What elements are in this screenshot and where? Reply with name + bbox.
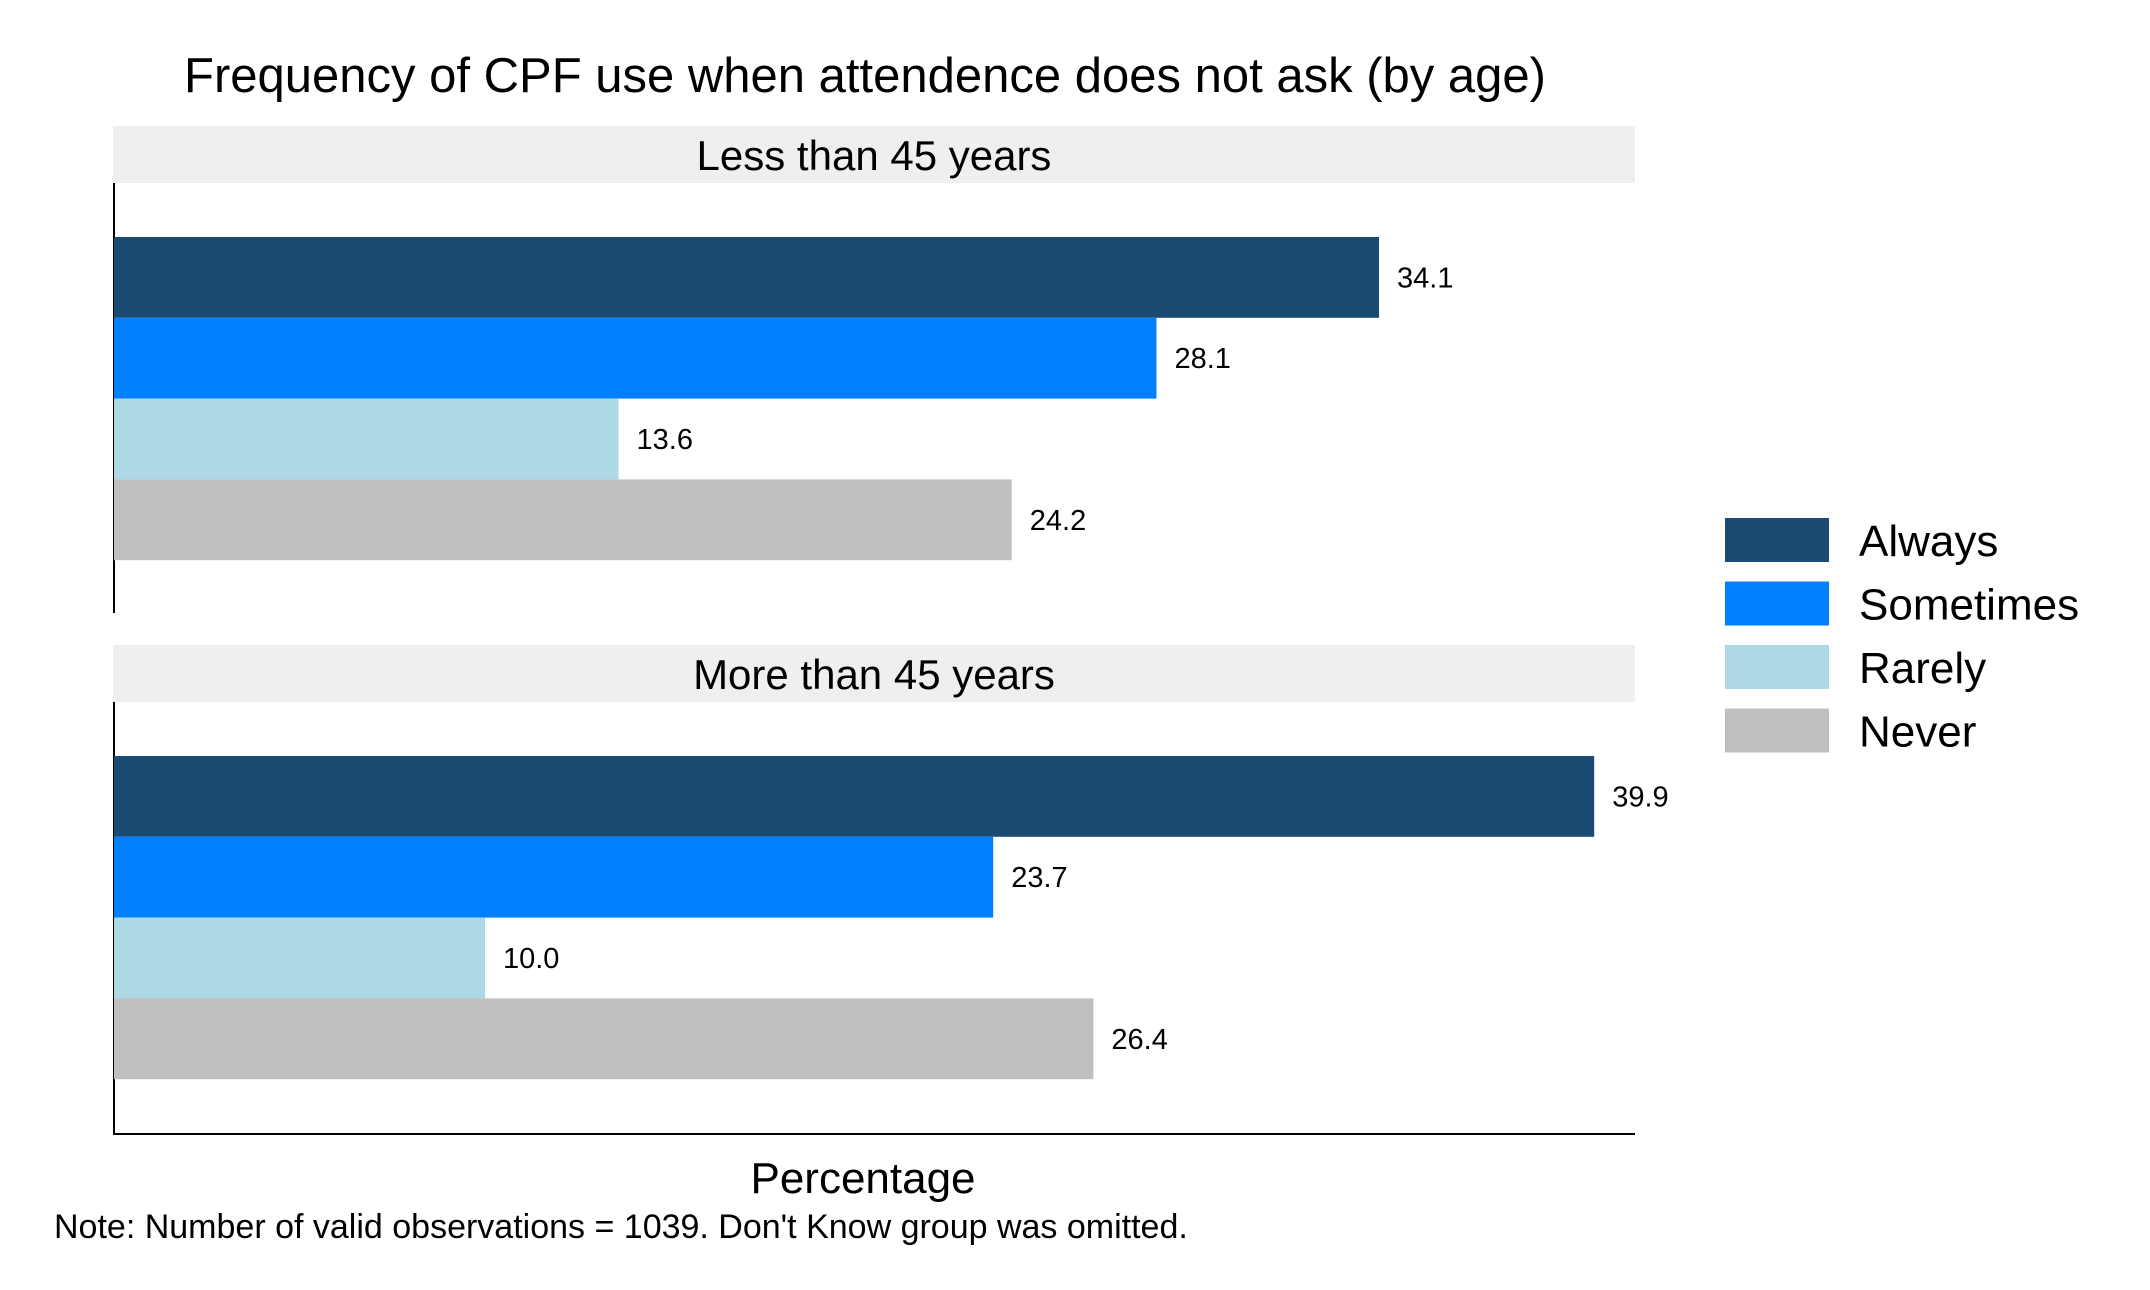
data-label-rarely-panel-1: 13.6 (637, 424, 693, 456)
panel-strip-under-45 (113, 126, 1635, 183)
data-label-always-panel-2: 39.9 (1612, 781, 1668, 813)
bar-sometimes-panel-1 (114, 317, 1157, 399)
bars-under-45: 34.1 28.1 13.6 24.2 (114, 237, 1453, 561)
data-label-sometimes-panel-2: 23.7 (1011, 862, 1067, 894)
legend-label-rarely: Rarely (1859, 644, 1986, 693)
bar-always-panel-1 (114, 237, 1380, 318)
panel-under-45: Less than 45 years 34.1 28.1 13.6 24.2 (113, 126, 1635, 613)
bar-sometimes-panel-2 (114, 836, 994, 918)
data-label-never-panel-1: 24.2 (1030, 505, 1086, 537)
bar-never-panel-2 (114, 998, 1094, 1080)
bar-never-panel-1 (114, 479, 1012, 561)
panel-strip-over-45 (113, 645, 1635, 702)
legend-swatch-rarely (1725, 645, 1829, 689)
legend-label-never: Never (1859, 708, 1976, 757)
legend-swatch-always (1725, 518, 1829, 562)
x-axis-title: Percentage (750, 1154, 975, 1203)
bar-rarely-panel-2 (114, 917, 485, 999)
panel-over-45: More than 45 years 39.9 23.7 10.0 26.4 (113, 645, 1669, 1135)
legend-swatch-never (1725, 708, 1829, 753)
data-label-always-panel-1: 34.1 (1397, 262, 1453, 294)
legend: Always Sometimes Rarely Never (1725, 517, 2079, 757)
legend-label-always: Always (1859, 517, 1998, 566)
data-label-rarely-panel-2: 10.0 (503, 943, 559, 975)
chart-title: Frequency of CPF use when attendence doe… (184, 49, 1546, 103)
bars-over-45: 39.9 23.7 10.0 26.4 (114, 756, 1669, 1080)
data-label-sometimes-panel-1: 28.1 (1174, 343, 1230, 375)
data-label-never-panel-2: 26.4 (1111, 1024, 1167, 1056)
legend-swatch-sometimes (1725, 581, 1829, 626)
panel-label-under-45: Less than 45 years (697, 132, 1052, 179)
bar-always-panel-2 (114, 756, 1595, 837)
chart-note: Note: Number of valid observations = 103… (54, 1208, 1188, 1246)
panel-label-over-45: More than 45 years (693, 651, 1055, 698)
bar-rarely-panel-1 (114, 398, 619, 480)
legend-label-sometimes: Sometimes (1859, 581, 2079, 630)
